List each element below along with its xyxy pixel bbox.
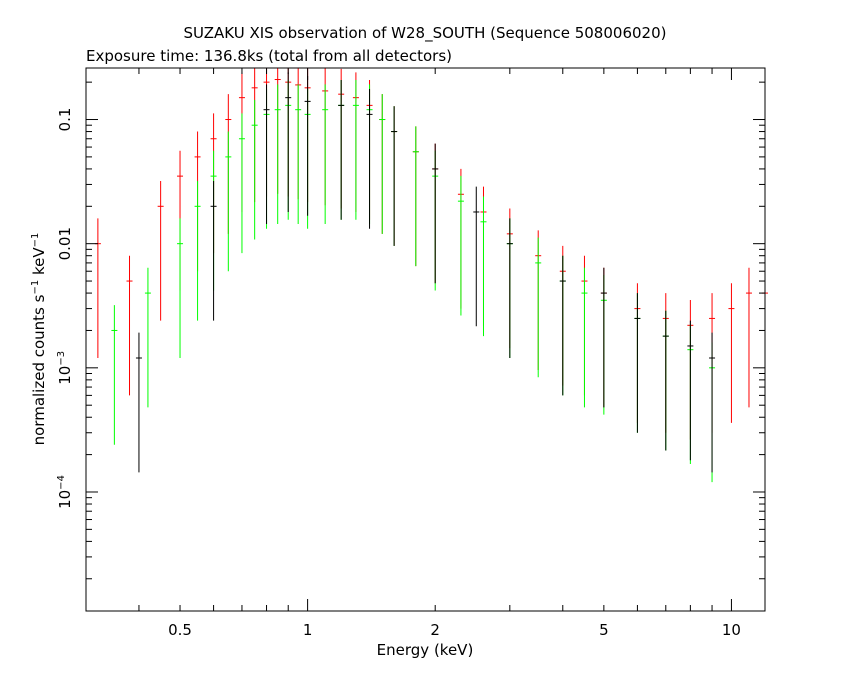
series-2: [135, 72, 716, 473]
y-axis-label: normalized counts s−1 keV−1: [30, 233, 48, 446]
x-tick-label: 2: [430, 621, 440, 639]
data-layer: [94, 68, 768, 483]
y-axis-label-main: normalized counts s: [30, 294, 48, 445]
x-tick-label: 5: [599, 621, 609, 639]
y-axis-label-mid: keV: [30, 247, 48, 280]
y-tick-label: 0.1: [56, 108, 74, 132]
x-axis-label: Energy (keV): [377, 641, 474, 659]
plot-frame: [85, 67, 766, 612]
y-axis-label-exp2: −1: [30, 233, 41, 248]
series-0: [94, 68, 768, 440]
x-axis-ticks: 0.5 1 2 5 10: [85, 68, 741, 639]
series-1: [111, 80, 716, 483]
y-axis-ticks: 0.1 0.01 10−3 10−4: [56, 81, 765, 580]
y-tick-label: 10−4: [56, 475, 74, 509]
x-tick-label: 10: [722, 621, 741, 639]
chart-subtitle: Exposure time: 136.8ks (total from all d…: [86, 47, 452, 65]
x-tick-label: 1: [303, 621, 313, 639]
chart-title: SUZAKU XIS observation of W28_SOUTH (Seq…: [184, 24, 667, 43]
y-axis-label-exp1: −1: [30, 280, 41, 295]
x-tick-label: 0.5: [168, 621, 192, 639]
y-tick-label: 10−3: [56, 351, 74, 385]
y-tick-label: 0.01: [56, 227, 74, 260]
